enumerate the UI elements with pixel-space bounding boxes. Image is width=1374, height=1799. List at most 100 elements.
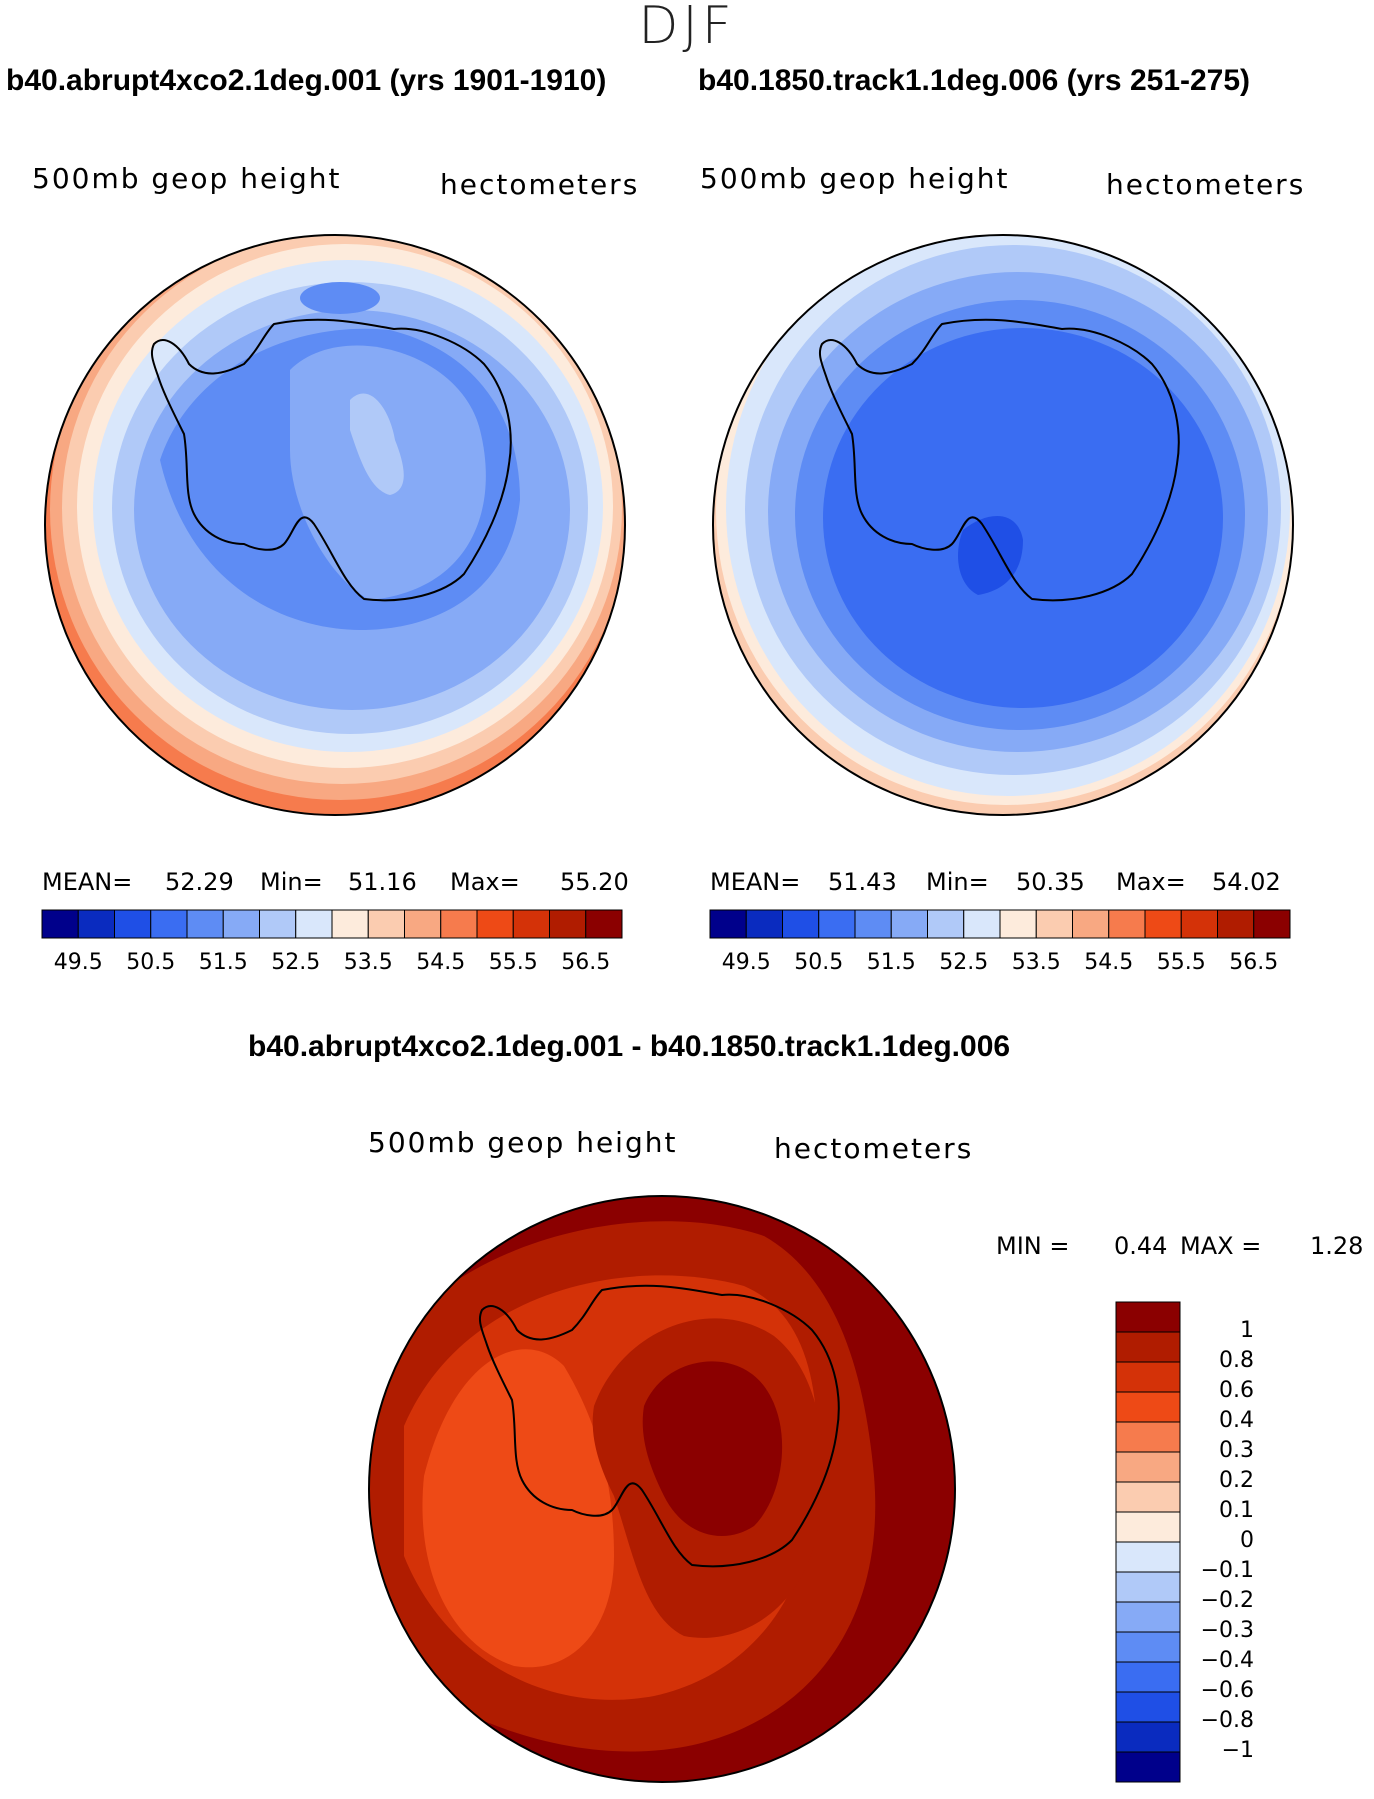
colorbar-swatch <box>259 909 297 939</box>
colorbar-swatch <box>1115 1691 1181 1723</box>
panel1-mean-label: MEAN= <box>42 868 133 896</box>
colorbar-swatch <box>295 909 333 939</box>
colorbar-swatch <box>1217 909 1255 939</box>
colorbar-tick-label: 54.5 <box>1084 950 1134 975</box>
colorbar-swatch <box>1115 1301 1181 1333</box>
panel3-map <box>368 1195 956 1783</box>
colorbar-swatch <box>1115 1361 1181 1393</box>
colorbar-swatch <box>1115 1421 1181 1453</box>
panel3-min-label: MIN = <box>996 1232 1070 1260</box>
contour-525-plateau <box>350 393 404 495</box>
panel2-map <box>712 234 1294 816</box>
panel1-variable: 500mb geop height <box>32 162 342 195</box>
colorbar-swatch <box>549 909 587 939</box>
colorbar-swatch <box>1115 1331 1181 1363</box>
panel2-min-value: 50.35 <box>1016 868 1085 896</box>
colorbar-tick-label: 56.5 <box>1229 950 1279 975</box>
panel1-units: hectometers <box>440 168 640 201</box>
colorbar-swatch <box>1144 909 1182 939</box>
panel2-variable: 500mb geop height <box>700 162 1010 195</box>
colorbar-swatch <box>1115 1511 1181 1543</box>
colorbar-swatch <box>1115 1751 1181 1783</box>
panel2-max-value: 54.02 <box>1212 868 1281 896</box>
panel3-min-value: 0.44 <box>1114 1232 1168 1260</box>
colorbar-tick-label: 0.6 <box>1219 1378 1254 1403</box>
colorbar-tick-label: 0.4 <box>1219 1408 1254 1433</box>
colorbar-swatch <box>585 909 623 939</box>
colorbar-tick-label: 52.5 <box>271 950 321 975</box>
panel2-title: b40.1850.track1.1deg.006 (yrs 251-275) <box>698 64 1251 97</box>
panel1-map <box>44 234 626 816</box>
colorbar-tick-label: 53.5 <box>1011 950 1061 975</box>
colorbar-swatch <box>476 909 514 939</box>
colorbar-tick-label: 0 <box>1240 1528 1254 1553</box>
colorbar-swatch <box>1115 1481 1181 1513</box>
panel1-min-value: 51.16 <box>348 868 417 896</box>
panel3-title: b40.abrupt4xco2.1deg.001 - b40.1850.trac… <box>248 1030 1011 1063</box>
colorbar-swatch <box>1115 1601 1181 1633</box>
colorbar-swatch <box>404 909 442 939</box>
panel1-colorbar <box>41 909 623 939</box>
contour-52-north <box>300 282 380 314</box>
colorbar-tick-label: 56.5 <box>561 950 611 975</box>
colorbar-tick-label: −0.6 <box>1200 1678 1254 1703</box>
contour-1-inner <box>642 1361 783 1536</box>
colorbar-tick-label: 49.5 <box>721 950 771 975</box>
panel2-colorbar <box>709 909 1291 939</box>
colorbar-swatch <box>1115 1721 1181 1753</box>
panel2-mean-value: 51.43 <box>828 868 897 896</box>
colorbar-swatch <box>440 909 478 939</box>
colorbar-swatch <box>1035 909 1073 939</box>
antarctica-coastline <box>818 318 1180 602</box>
colorbar-swatch <box>222 909 260 939</box>
contour-505 <box>958 516 1023 595</box>
colorbar-swatch <box>367 909 405 939</box>
panel1-max-value: 55.20 <box>560 868 629 896</box>
colorbar-tick-label: 50.5 <box>794 950 844 975</box>
colorbar-swatch <box>41 909 79 939</box>
colorbar-swatch <box>512 909 550 939</box>
colorbar-tick-label: 51.5 <box>198 950 248 975</box>
colorbar-swatch <box>709 909 747 939</box>
colorbar-tick-label: −0.4 <box>1200 1648 1254 1673</box>
colorbar-swatch <box>1180 909 1218 939</box>
panel2-mean-label: MEAN= <box>710 868 801 896</box>
colorbar-tick-label: 49.5 <box>53 950 103 975</box>
colorbar-tick-label: −0.3 <box>1200 1618 1254 1643</box>
colorbar-swatch <box>1115 1451 1181 1483</box>
colorbar-swatch <box>999 909 1037 939</box>
colorbar-swatch <box>1115 1541 1181 1573</box>
panel1-mean-value: 52.29 <box>165 868 234 896</box>
colorbar-tick-label: 0.8 <box>1219 1348 1254 1373</box>
colorbar-tick-label: 0.1 <box>1219 1498 1254 1523</box>
panel3-colorbar <box>1115 1301 1181 1783</box>
antarctica-coastline <box>478 1284 840 1568</box>
panel1-title: b40.abrupt4xco2.1deg.001 (yrs 1901-1910) <box>6 64 607 97</box>
colorbar-tick-label: −0.2 <box>1200 1588 1254 1613</box>
antarctica-coastline <box>150 318 512 602</box>
panel2-min-label: Min= <box>926 868 989 896</box>
colorbar-tick-label: 1 <box>1240 1318 1254 1343</box>
colorbar-swatch <box>114 909 152 939</box>
colorbar-swatch <box>745 909 783 939</box>
panel3-variable: 500mb geop height <box>368 1126 678 1159</box>
colorbar-swatch <box>1115 1391 1181 1423</box>
panel3-max-value: 1.28 <box>1310 1232 1364 1260</box>
colorbar-swatch <box>890 909 928 939</box>
colorbar-swatch <box>1115 1631 1181 1663</box>
colorbar-tick-label: 53.5 <box>343 950 393 975</box>
colorbar-swatch <box>1253 909 1291 939</box>
colorbar-tick-label: 51.5 <box>866 950 916 975</box>
colorbar-tick-label: −0.8 <box>1200 1708 1254 1733</box>
colorbar-swatch <box>1072 909 1110 939</box>
colorbar-swatch <box>782 909 820 939</box>
colorbar-tick-label: 54.5 <box>416 950 466 975</box>
colorbar-tick-label: 55.5 <box>1156 950 1206 975</box>
colorbar-tick-label: −1 <box>1221 1738 1254 1763</box>
colorbar-tick-label: 50.5 <box>126 950 176 975</box>
contour-04 <box>422 1349 614 1668</box>
colorbar-tick-label: 55.5 <box>488 950 538 975</box>
colorbar-swatch <box>1108 909 1146 939</box>
season-title: DJF <box>638 0 736 56</box>
colorbar-tick-label: 0.2 <box>1219 1468 1254 1493</box>
